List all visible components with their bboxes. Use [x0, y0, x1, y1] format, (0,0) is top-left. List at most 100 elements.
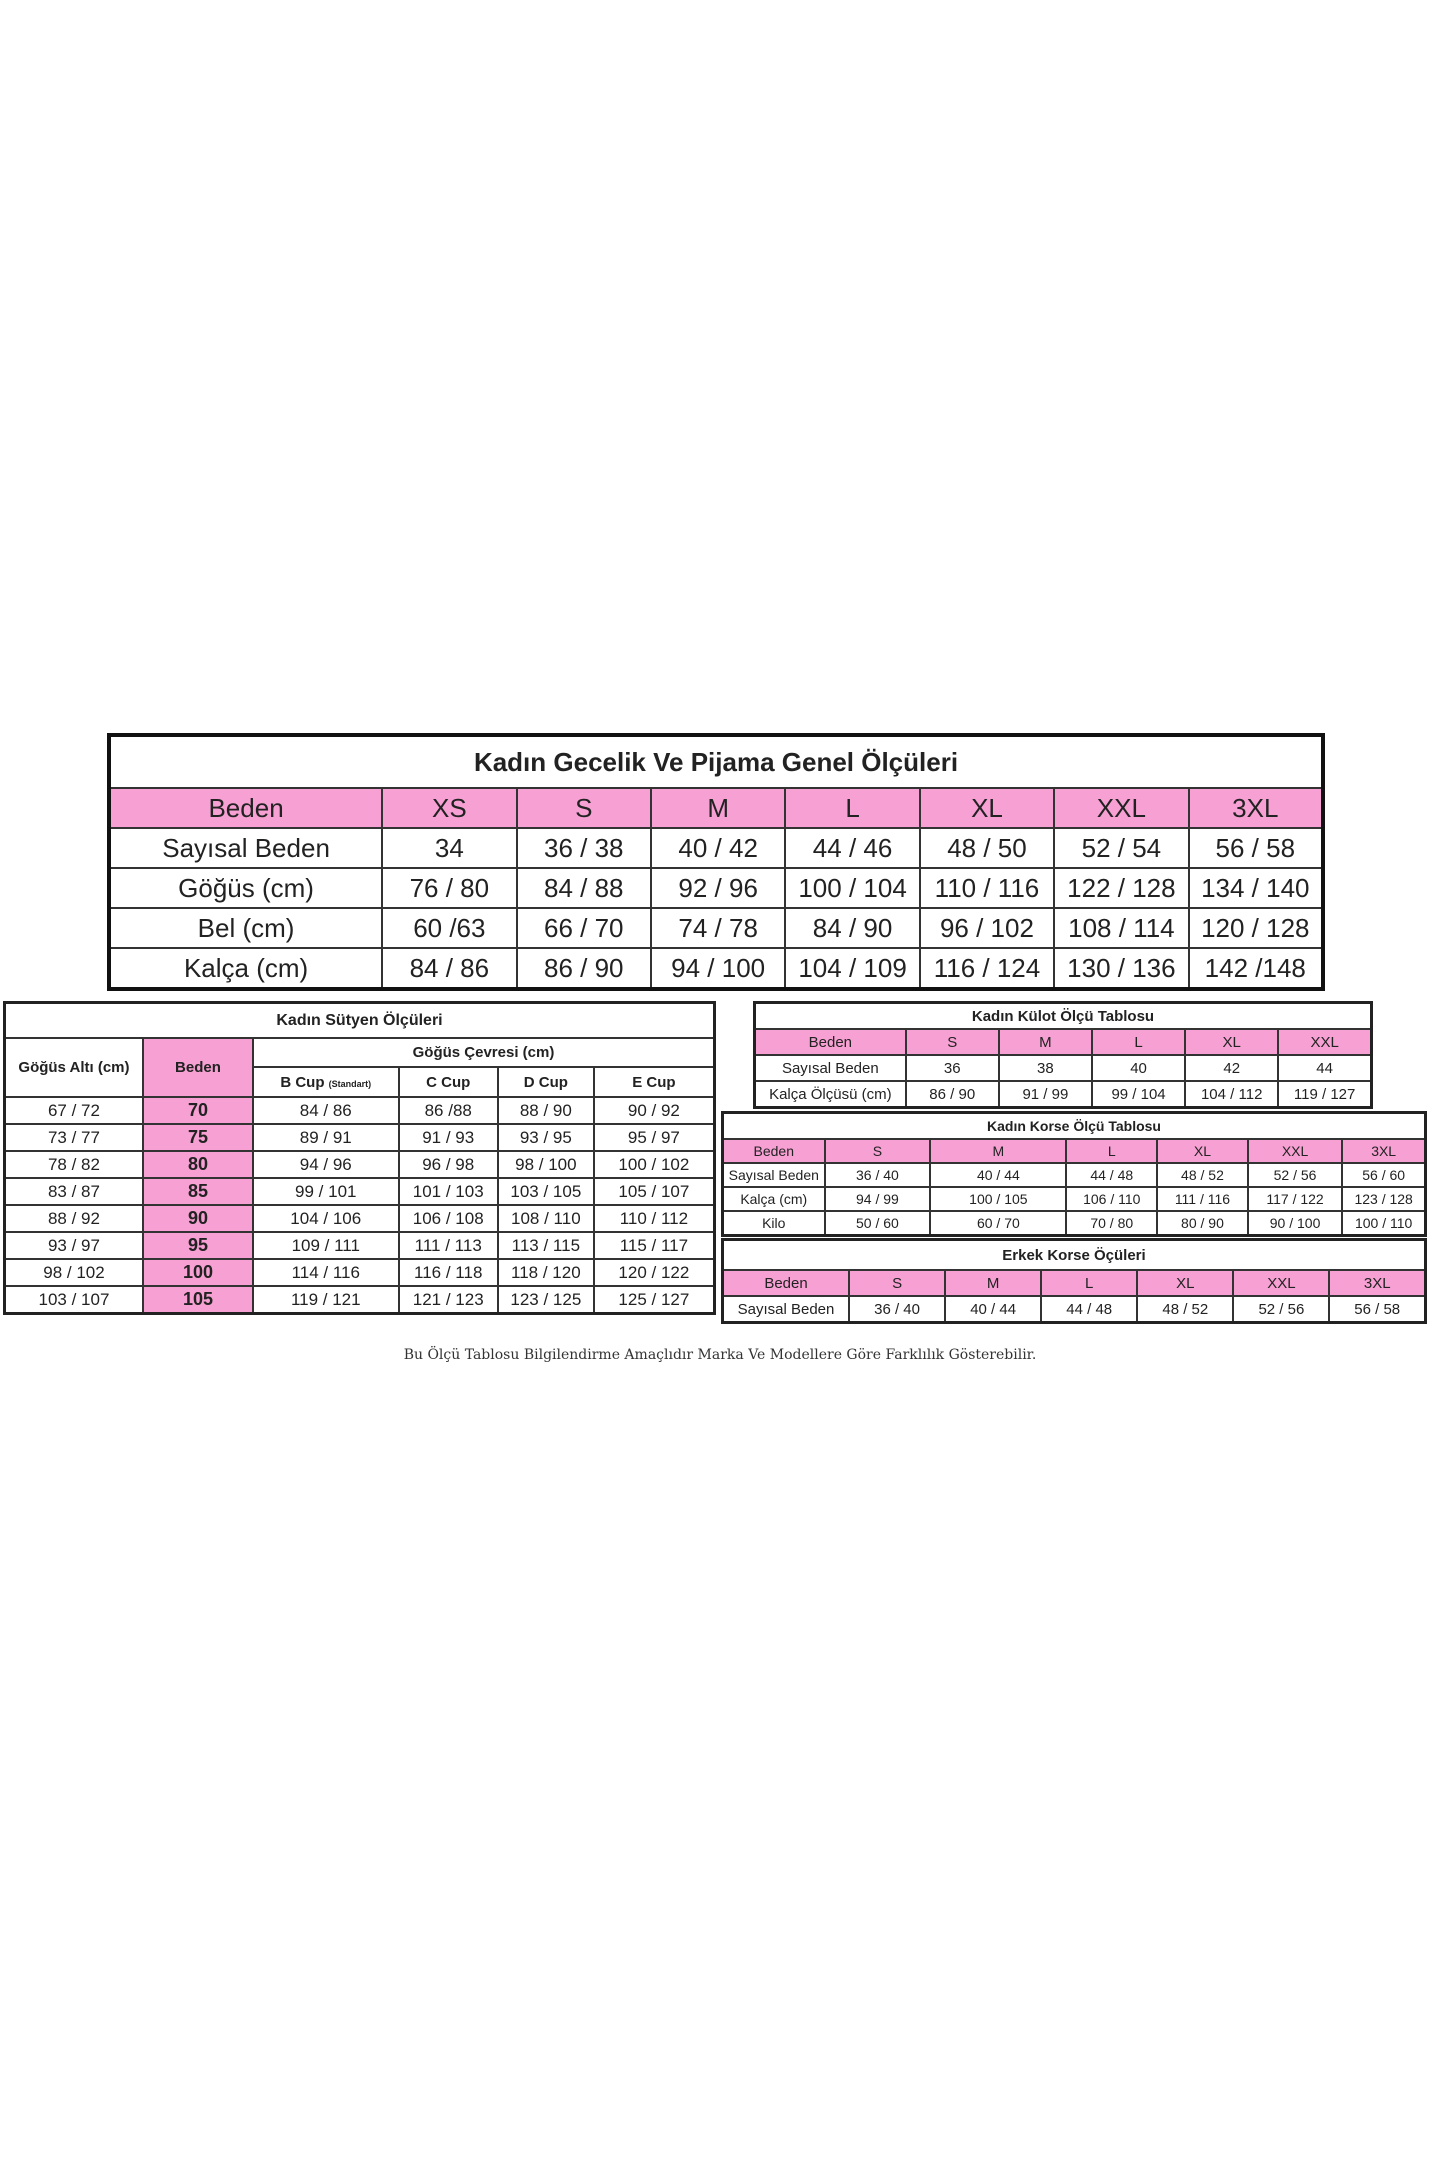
- table-cell: 103 / 107: [3, 1285, 144, 1315]
- table-cell: 90 / 100: [1246, 1210, 1344, 1237]
- table-cell: 44: [1277, 1054, 1373, 1082]
- column-header: Göğüs Altı (cm): [3, 1037, 144, 1098]
- table-cell: 119 / 127: [1277, 1080, 1373, 1109]
- row-label: Kalça (cm): [107, 947, 384, 990]
- table-cell: 38: [997, 1054, 1093, 1082]
- table-cell: 99 / 101: [251, 1177, 400, 1206]
- table-cell: 78 / 82: [3, 1150, 144, 1179]
- column-header: L: [1040, 1269, 1139, 1297]
- column-header: XXL: [1232, 1269, 1331, 1297]
- table-cell: 123 / 125: [496, 1285, 595, 1315]
- cup-label: E Cup: [632, 1073, 676, 1091]
- table-cell: 93 / 95: [496, 1123, 595, 1152]
- table-title: Kadın Sütyen Ölçüleri: [3, 1001, 716, 1039]
- table-cell: 103 / 105: [496, 1177, 595, 1206]
- table-cell: 36: [904, 1054, 1000, 1082]
- table-cell: 86 /88: [397, 1096, 499, 1125]
- column-header: L: [1090, 1028, 1187, 1056]
- table-cell: 104 / 109: [784, 947, 921, 990]
- table-cell: 94 / 100: [649, 947, 787, 990]
- table-row: Kalça (cm) 84 / 86 86 / 90 94 / 100 104 / 10…: [107, 947, 1325, 990]
- column-header: XXL: [1246, 1138, 1344, 1164]
- column-header: L: [784, 787, 921, 829]
- table-cell: 106 / 110: [1065, 1186, 1159, 1212]
- table-cell: 113 / 115: [496, 1231, 595, 1260]
- table-title: Kadın Külot Ölçü Tablosu: [753, 1001, 1373, 1030]
- table-cell: 36 / 40: [848, 1295, 947, 1324]
- column-header: XL: [1136, 1269, 1235, 1297]
- row-label: Kalça Ölçüsü (cm): [753, 1080, 907, 1109]
- column-header: S: [904, 1028, 1000, 1056]
- column-header: 3XL: [1187, 787, 1325, 829]
- table-row: 98 / 102 100 114 / 116 116 / 118 118 / 120 12…: [3, 1258, 716, 1287]
- column-header: M: [944, 1269, 1043, 1297]
- table-cell: 108 / 110: [496, 1204, 595, 1233]
- table-cell: 48 / 52: [1136, 1295, 1235, 1324]
- table-cell: 119 / 121: [251, 1285, 400, 1315]
- table-cell: 88 / 90: [496, 1096, 595, 1125]
- size-cell: 105: [141, 1285, 254, 1315]
- column-header: S: [823, 1138, 932, 1164]
- table-cell: 84 / 88: [515, 867, 652, 909]
- column-header: Beden: [107, 787, 384, 829]
- table-row: Kalça Ölçüsü (cm) 86 / 90 91 / 99 99 / 104 1…: [753, 1080, 1373, 1109]
- table-cell: 120 / 122: [592, 1258, 716, 1287]
- table-cell: 60 / 70: [929, 1210, 1068, 1237]
- cup-label: D Cup: [523, 1073, 568, 1091]
- table-row: 83 / 87 85 99 / 101 101 / 103 103 / 105 105 /…: [3, 1177, 716, 1206]
- table-cell: 52 / 54: [1053, 827, 1190, 869]
- cup-header: D Cup: [496, 1066, 595, 1098]
- table-cell: 48 / 50: [918, 827, 1056, 869]
- size-cell: 100: [141, 1258, 254, 1287]
- column-header: M: [649, 787, 787, 829]
- table-cell: 40 / 44: [944, 1295, 1043, 1324]
- table-row: Sayısal Beden 36 38 40 42 44: [753, 1054, 1373, 1082]
- table-row: 78 / 82 80 94 / 96 96 / 98 98 / 100 100 / 102: [3, 1150, 716, 1179]
- disclaimer-note: Bu Ölçü Tablosu Bilgilendirme Amaçlıdır …: [403, 1347, 1037, 1363]
- column-header: 3XL: [1341, 1138, 1427, 1164]
- table-cell: 98 / 102: [3, 1258, 144, 1287]
- table-row: 88 / 92 90 104 / 106 106 / 108 108 / 110 110 …: [3, 1204, 716, 1233]
- column-header: XS: [381, 787, 518, 829]
- table-cell: 70 / 80: [1065, 1210, 1159, 1237]
- row-label: Göğüs (cm): [107, 867, 384, 909]
- column-header: XXL: [1277, 1028, 1373, 1056]
- table-row: 93 / 97 95 109 / 111 111 / 113 113 / 115 115 …: [3, 1231, 716, 1260]
- row-label: Sayısal Beden: [721, 1295, 851, 1324]
- table-cell: 73 / 77: [3, 1123, 144, 1152]
- table-cell: 122 / 128: [1053, 867, 1190, 909]
- table-cell: 86 / 90: [515, 947, 652, 990]
- women-corset-size-table: Kadın Korse Ölçü Tablosu Beden S M L XL XXL 3XL…: [721, 1111, 1427, 1237]
- cup-label: B Cup: [280, 1073, 325, 1091]
- table-cell: 44 / 46: [784, 827, 921, 869]
- table-cell: 80 / 90: [1156, 1210, 1249, 1237]
- table-cell: 101 / 103: [397, 1177, 499, 1206]
- column-header: 3XL: [1328, 1269, 1427, 1297]
- table-cell: 116 / 124: [918, 947, 1056, 990]
- size-cell: 90: [141, 1204, 254, 1233]
- table-cell: 36 / 40: [823, 1162, 932, 1188]
- table-cell: 40 / 42: [649, 827, 787, 869]
- table-cell: 96 / 98: [397, 1150, 499, 1179]
- row-label: Bel (cm): [107, 907, 384, 949]
- table-cell: 100 / 104: [784, 867, 921, 909]
- table-cell: 96 / 102: [918, 907, 1056, 949]
- table-cell: 109 / 111: [251, 1231, 400, 1260]
- table-cell: 76 / 80: [381, 867, 518, 909]
- column-header: XL: [1156, 1138, 1249, 1164]
- table-cell: 110 / 116: [918, 867, 1056, 909]
- table-cell: 142 /148: [1187, 947, 1325, 990]
- table-cell: 40 / 44: [929, 1162, 1068, 1188]
- men-corset-size-table: Erkek Korse Öçüleri Beden S M L XL XXL 3XL Sayıs…: [721, 1238, 1427, 1324]
- table-cell: 116 / 118: [397, 1258, 499, 1287]
- bra-size-table: Kadın Sütyen Ölçüleri Göğüs Altı (cm) Bede…: [3, 1001, 716, 1315]
- table-cell: 48 / 52: [1156, 1162, 1249, 1188]
- table-row: 103 / 107 105 119 / 121 121 / 123 123 / 125 1…: [3, 1285, 716, 1315]
- header-row: Beden S M L XL XXL 3XL: [721, 1138, 1427, 1164]
- table-cell: 40: [1090, 1054, 1187, 1082]
- table-cell: 52 / 56: [1232, 1295, 1331, 1324]
- table-cell: 95 / 97: [592, 1123, 716, 1152]
- table-cell: 44 / 48: [1065, 1162, 1159, 1188]
- table-cell: 84 / 86: [251, 1096, 400, 1125]
- table-title: Kadın Gecelik Ve Pijama Genel Ölçüleri: [108, 734, 1324, 789]
